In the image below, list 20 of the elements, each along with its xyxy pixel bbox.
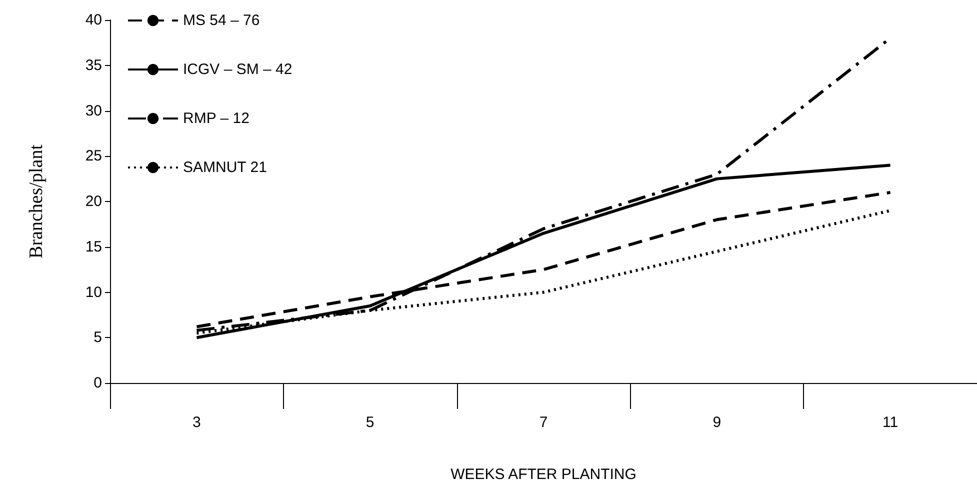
legend-label: MS 54 – 76	[183, 12, 260, 29]
x-tick-label: 5	[366, 414, 374, 431]
x-tick-label: 7	[539, 414, 548, 431]
y-tick-label: 0	[94, 374, 102, 392]
y-tick-label: 15	[85, 238, 102, 256]
y-tick-label: 30	[85, 102, 102, 120]
legend-label: SAMNUT 21	[183, 159, 267, 176]
legend-label: ICGV – SM – 42	[183, 61, 292, 78]
y-axis-title: Branches/plant	[26, 144, 47, 258]
y-tick-label: 40	[85, 12, 102, 28]
x-tick-label: 3	[192, 414, 201, 431]
y-tick-label: 25	[85, 148, 102, 165]
y-tick-label: 5	[94, 329, 102, 346]
y-tick-label: 35	[85, 56, 102, 74]
y-tick-label: 10	[85, 284, 102, 301]
x-tick-label: 11	[882, 414, 898, 431]
x-tick-label: 9	[712, 414, 722, 431]
x-axis-title: WEEKS AFTER PLANTING	[450, 466, 636, 483]
legend-label: RMP – 12	[183, 110, 250, 127]
y-tick-label: 20	[85, 193, 102, 210]
